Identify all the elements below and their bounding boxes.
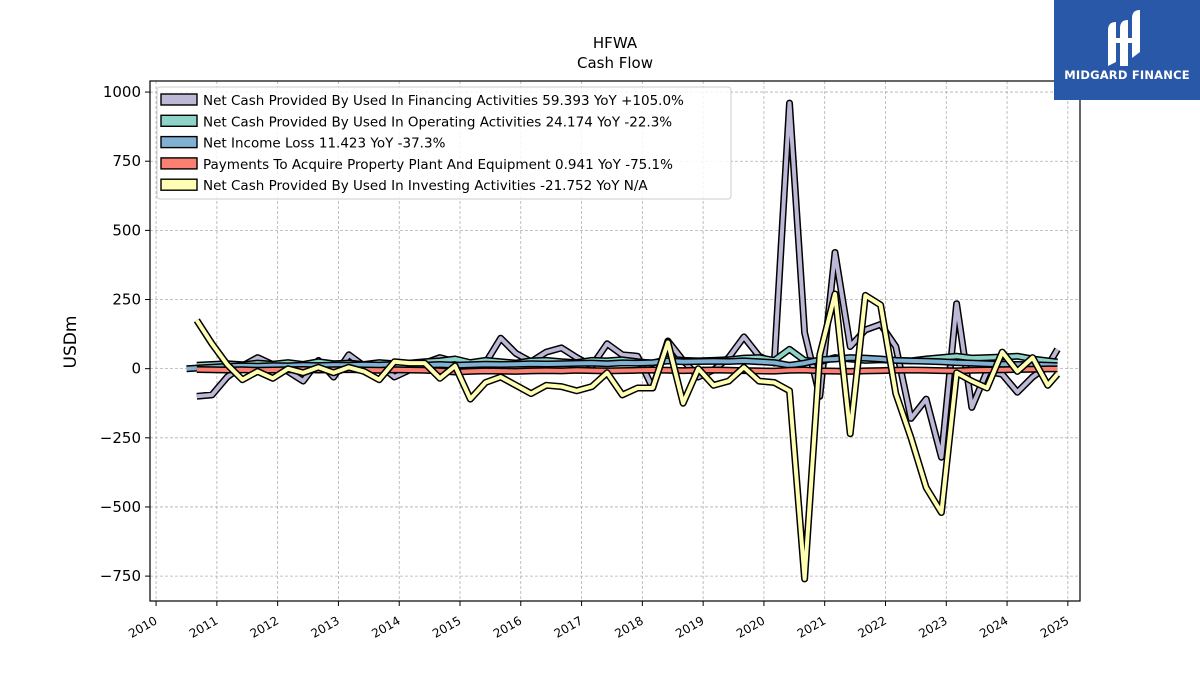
x-tick-label: 2015 bbox=[430, 613, 463, 640]
y-axis-label: USDm bbox=[61, 316, 81, 369]
y-tick-label: 500 bbox=[112, 221, 141, 239]
legend-swatch bbox=[160, 114, 198, 128]
series-line bbox=[195, 292, 1060, 581]
y-tick-label: 1000 bbox=[103, 83, 141, 101]
y-tick-label: 750 bbox=[112, 152, 141, 170]
chart-subtitle: Cash Flow bbox=[577, 54, 653, 72]
x-tick-label: 2025 bbox=[1038, 613, 1071, 640]
legend-swatch bbox=[160, 178, 198, 191]
x-tick-label: 2024 bbox=[977, 613, 1010, 640]
x-tick-label: 2011 bbox=[187, 613, 220, 640]
series-outline bbox=[193, 290, 1061, 583]
midgard-finance-logo: MIDGARD FINANCE bbox=[1054, 0, 1200, 100]
y-tick-label: −500 bbox=[100, 498, 141, 516]
legend-label: Net Cash Provided By Used In Operating A… bbox=[203, 114, 672, 130]
series-layer bbox=[186, 99, 1061, 583]
y-tick-label: −250 bbox=[100, 429, 141, 447]
legend-label: Net Cash Provided By Used In Investing A… bbox=[203, 178, 648, 194]
legend-label: Net Income Loss 11.423 YoY -37.3% bbox=[203, 136, 446, 152]
x-axis-ticks: 2010 2011 2012 2013 2014 2015 2016 2017 2018 2019… bbox=[126, 601, 1071, 641]
y-tick-label: 250 bbox=[112, 291, 141, 309]
legend-label: Payments To Acquire Property Plant And E… bbox=[203, 157, 673, 173]
x-tick-label: 2013 bbox=[308, 613, 341, 640]
x-tick-label: 2017 bbox=[552, 613, 585, 640]
logo-text: MIDGARD FINANCE bbox=[1064, 68, 1190, 82]
series-line bbox=[186, 355, 1058, 371]
x-tick-label: 2022 bbox=[856, 613, 889, 640]
legend-label: Net Cash Provided By Used In Financing A… bbox=[203, 93, 684, 109]
x-tick-label: 2021 bbox=[795, 613, 828, 640]
chart-title: HFWA bbox=[593, 34, 638, 52]
y-tick-label: −750 bbox=[100, 567, 141, 585]
legend-swatch bbox=[160, 135, 198, 149]
series-3 bbox=[186, 354, 1058, 373]
x-tick-label: 2014 bbox=[369, 613, 402, 640]
y-axis-ticks: 1000 750 500 250 0 −250 −500 −750 bbox=[100, 83, 150, 585]
logo-mark-icon bbox=[1108, 10, 1140, 66]
x-tick-label: 2012 bbox=[248, 613, 281, 640]
plot-frame bbox=[149, 80, 1081, 602]
y-tick-label: 0 bbox=[131, 360, 141, 378]
legend: Net Cash Provided By Used In Financing A… bbox=[156, 86, 732, 200]
x-tick-label: 2018 bbox=[612, 613, 645, 640]
legend-swatch bbox=[160, 93, 198, 106]
legend-swatch bbox=[160, 157, 198, 170]
x-tick-label: 2020 bbox=[734, 613, 767, 640]
x-tick-label: 2016 bbox=[491, 613, 524, 640]
x-tick-label: 2019 bbox=[673, 613, 706, 640]
x-tick-label: 2010 bbox=[126, 613, 159, 640]
series-5 bbox=[193, 290, 1061, 583]
x-tick-label: 2023 bbox=[916, 613, 949, 640]
legend-box bbox=[156, 86, 732, 200]
